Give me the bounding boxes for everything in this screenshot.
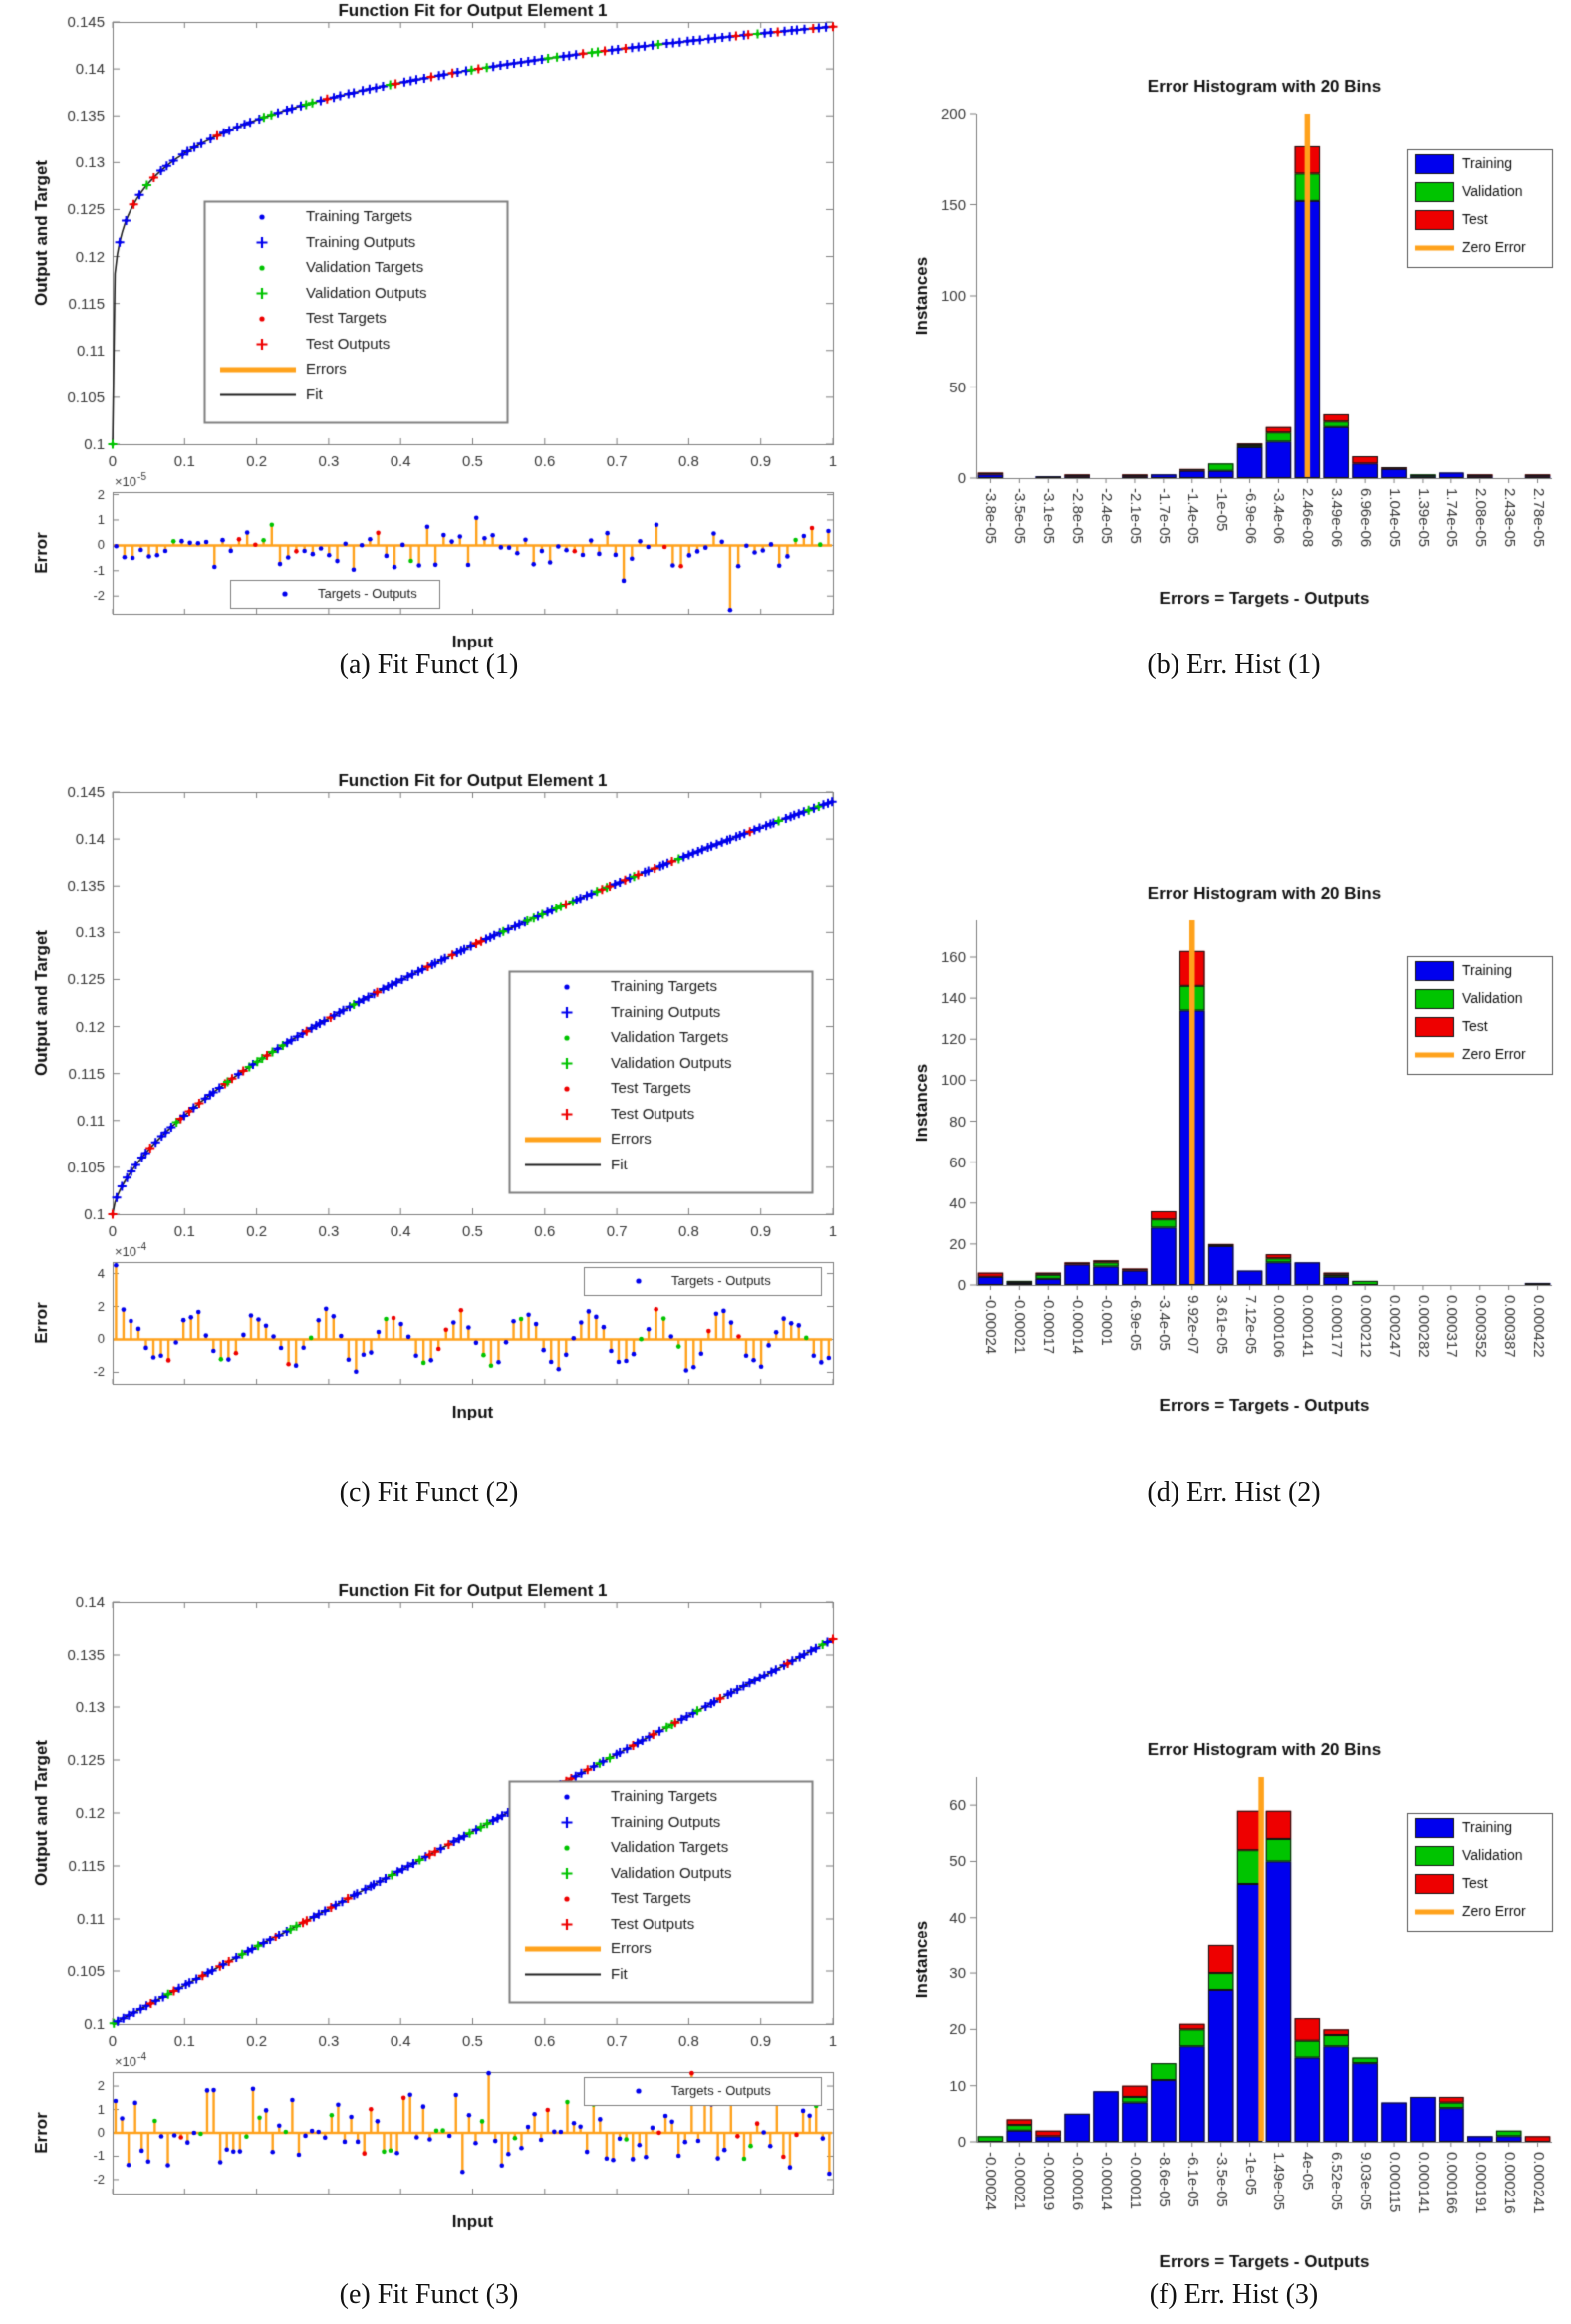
fit-funct-3-panel — [8, 1582, 850, 2239]
caption-b: (b) Err. Hist (1) — [1147, 649, 1321, 680]
err-hist-1-chart — [897, 52, 1571, 630]
err-hist-2-chart — [897, 859, 1571, 1436]
caption-e: (e) Fit Funct (3) — [339, 2279, 519, 2310]
err-hist-1-panel — [897, 52, 1571, 630]
fit-funct-3-chart — [8, 1582, 850, 2239]
fit-funct-2-panel — [8, 772, 850, 1429]
err-hist-2-panel — [897, 859, 1571, 1436]
caption-a: (a) Fit Funct (1) — [339, 649, 519, 680]
fit-funct-1-panel — [8, 2, 850, 659]
err-hist-3-panel — [897, 1715, 1571, 2293]
caption-f: (f) Err. Hist (3) — [1149, 2279, 1319, 2310]
fit-funct-2-chart — [8, 772, 850, 1429]
caption-d: (d) Err. Hist (2) — [1147, 1477, 1321, 1508]
fit-funct-1-chart — [8, 2, 850, 659]
err-hist-3-chart — [897, 1715, 1571, 2293]
caption-c: (c) Fit Funct (2) — [339, 1477, 519, 1508]
